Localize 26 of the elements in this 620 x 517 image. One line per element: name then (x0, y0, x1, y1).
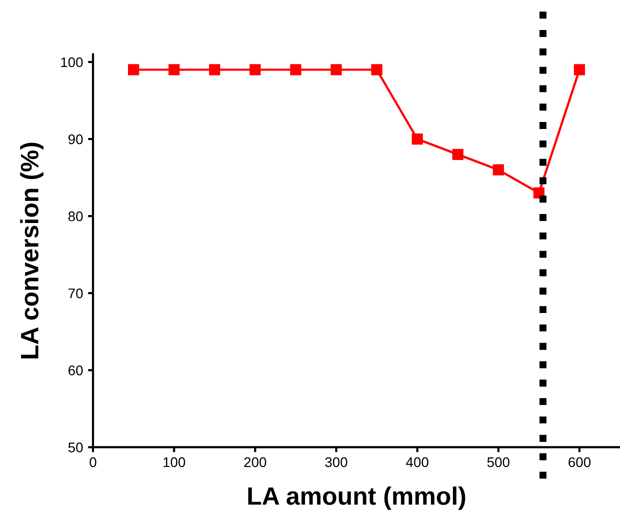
x-axis-title: LA amount (mmol) (248, 486, 466, 510)
x-tick-label: 400 (406, 457, 428, 468)
y-tick-label: 80 (68, 211, 83, 222)
x-tick-label: 600 (568, 457, 591, 468)
x-tick-label: 100 (164, 457, 186, 468)
y-tick-label: 70 (68, 288, 83, 298)
point (371, 64, 382, 76)
y-tick-label: 100 (61, 57, 83, 68)
point (250, 64, 261, 76)
point (209, 64, 220, 76)
x-tick-label: 0 (90, 457, 96, 468)
point (412, 133, 423, 145)
y-axis-title: LA conversion (%) (20, 142, 44, 358)
point (330, 64, 342, 76)
y-tick-label: 90 (68, 134, 83, 144)
x-tick-label: 500 (487, 457, 510, 468)
point (290, 64, 302, 76)
point (574, 64, 586, 76)
point (452, 148, 464, 160)
point (168, 64, 180, 76)
point (128, 64, 140, 76)
x-tick-label: 300 (325, 457, 348, 468)
y-tick-label: 50 (68, 442, 83, 452)
y-tick-label: 60 (68, 365, 83, 376)
point (492, 164, 504, 176)
x-tick-label: 200 (244, 457, 266, 468)
